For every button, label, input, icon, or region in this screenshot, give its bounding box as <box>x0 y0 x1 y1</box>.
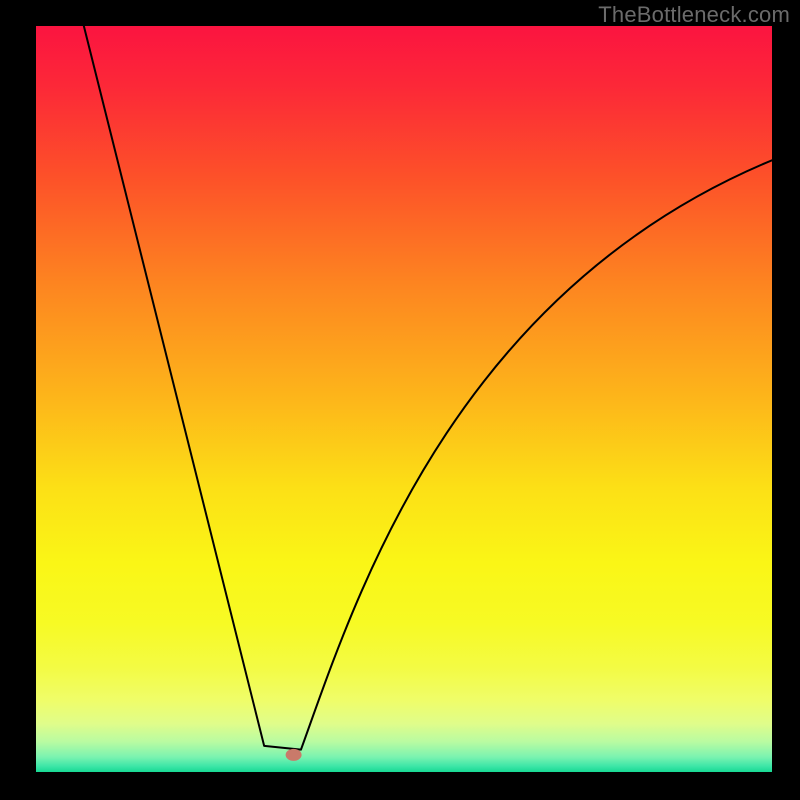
gradient-background <box>36 26 772 772</box>
bottleneck-plot <box>36 26 772 772</box>
bottleneck-svg <box>36 26 772 772</box>
chart-stage: TheBottleneck.com <box>0 0 800 800</box>
optimal-point-marker <box>286 749 302 761</box>
watermark-label: TheBottleneck.com <box>598 2 790 28</box>
